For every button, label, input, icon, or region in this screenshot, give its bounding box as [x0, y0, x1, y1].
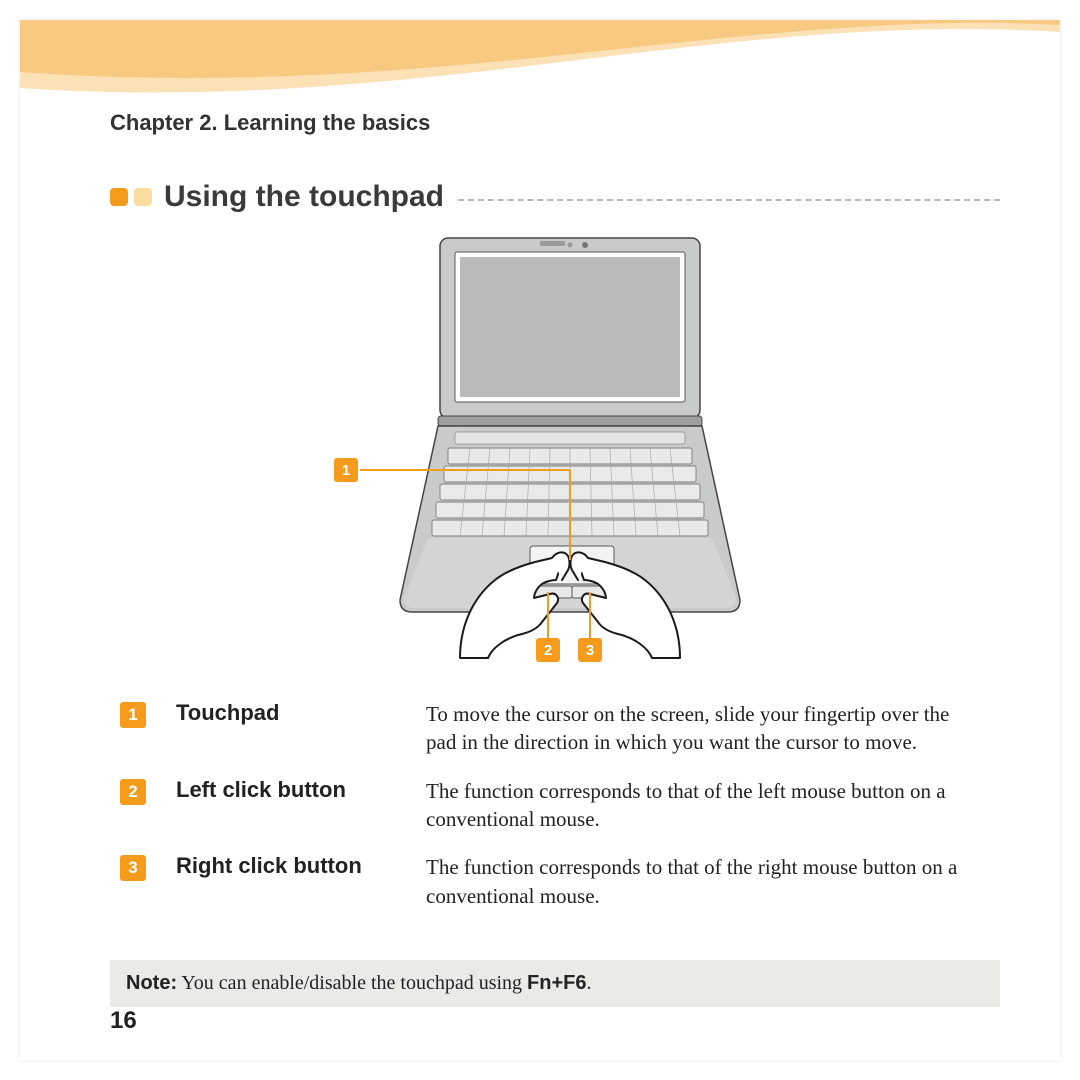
- page-number: 16: [110, 1007, 137, 1035]
- legend-num: 3: [128, 858, 137, 878]
- callout-badge-1: 1: [334, 458, 358, 482]
- legend-badge: 1: [120, 702, 146, 728]
- callout-badge-2: 2: [536, 638, 560, 662]
- section-title: Using the touchpad: [164, 180, 444, 214]
- legend-table: 1 Touchpad To move the cursor on the scr…: [120, 700, 970, 930]
- note-suffix: .: [587, 972, 592, 994]
- legend-row: 2 Left click button The function corresp…: [120, 777, 970, 834]
- bullet-icon: [134, 188, 152, 206]
- legend-row: 3 Right click button The function corres…: [120, 853, 970, 910]
- legend-label: Right click button: [176, 853, 426, 879]
- legend-num: 2: [128, 782, 137, 802]
- legend-num: 1: [128, 705, 137, 725]
- callout-number: 2: [544, 642, 552, 659]
- bullet-icon: [110, 188, 128, 206]
- callout-number: 3: [586, 642, 594, 659]
- legend-label: Left click button: [176, 777, 426, 803]
- callout-number: 1: [342, 462, 350, 479]
- legend-desc: To move the cursor on the screen, slide …: [426, 700, 970, 757]
- legend-desc: The function corresponds to that of the …: [426, 777, 970, 834]
- legend-label: Touchpad: [176, 700, 426, 726]
- legend-badge: 3: [120, 855, 146, 881]
- note-prefix: Note:: [126, 972, 177, 994]
- section-title-row: Using the touchpad: [110, 180, 1000, 214]
- legend-badge: 2: [120, 779, 146, 805]
- chapter-title: Chapter 2. Learning the basics: [110, 110, 430, 136]
- legend-desc: The function corresponds to that of the …: [426, 853, 970, 910]
- laptop-diagram: 1 2 3: [320, 230, 820, 660]
- manual-page: Chapter 2. Learning the basics Using the…: [20, 20, 1060, 1060]
- dash-divider: [458, 199, 1000, 201]
- note-box: Note: You can enable/disable the touchpa…: [110, 960, 1000, 1007]
- note-body: You can enable/disable the touchpad usin…: [177, 972, 527, 994]
- legend-row: 1 Touchpad To move the cursor on the scr…: [120, 700, 970, 757]
- note-key: Fn+F6: [527, 972, 586, 994]
- callout-badge-3: 3: [578, 638, 602, 662]
